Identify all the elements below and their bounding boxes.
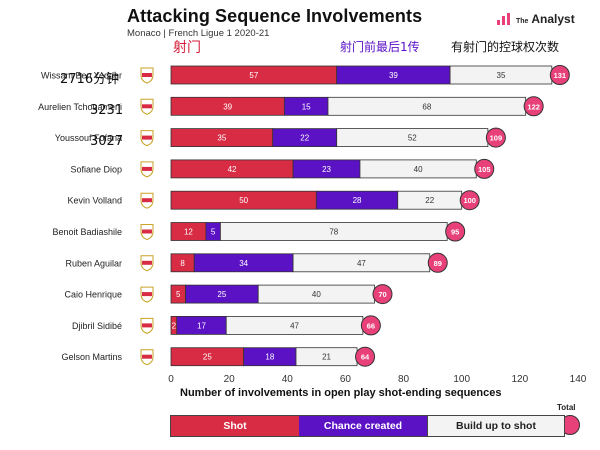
chart-title: Attacking Sequence Involvements	[127, 6, 423, 26]
player-name-label: Kevin Volland	[67, 196, 122, 206]
brand-the: The	[516, 18, 529, 25]
bar-value-label: 47	[357, 259, 366, 268]
bar-value-label: 68	[422, 102, 431, 111]
player-name-label: Ruben Aguilar	[65, 258, 122, 268]
club-crest-stripe	[142, 229, 152, 234]
total-value-label: 89	[434, 259, 442, 268]
player-name-label: Sofiane Diop	[70, 164, 122, 174]
bar-value-label: 25	[203, 353, 212, 362]
club-crest-stripe	[142, 104, 152, 109]
bar-value-label: 21	[322, 353, 331, 362]
bar-value-label: 17	[197, 321, 206, 330]
total-circle	[427, 252, 448, 273]
bar-value-label: 47	[290, 321, 299, 330]
total-value-label: 122	[527, 102, 540, 111]
bar-value-label: 25	[217, 290, 226, 299]
chart-subtitle: Monaco | French Ligue 1 2020-21	[127, 28, 270, 39]
bar-value-label: 57	[249, 71, 258, 80]
legend-shot: Shot	[171, 416, 299, 436]
annotation-shot: 射门	[173, 40, 201, 56]
x-tick-label: 80	[398, 374, 410, 385]
total-circle	[459, 190, 480, 211]
total-value-label: 95	[451, 228, 459, 237]
annotation-total: 有射门的控球权次数	[451, 40, 560, 54]
brand-logo: The Analyst	[496, 12, 575, 26]
club-crest-stripe	[142, 135, 152, 140]
club-crest-stripe	[142, 292, 152, 297]
total-value-label: 109	[490, 134, 503, 143]
bar-value-label: 8	[180, 259, 185, 268]
total-value-label: 66	[367, 321, 375, 330]
bar-value-label: 50	[239, 196, 248, 205]
total-circle	[523, 96, 544, 117]
bar-value-label: 40	[414, 165, 423, 174]
total-value-label: 70	[378, 290, 386, 299]
total-value-label: 64	[361, 353, 370, 362]
bar-value-label: 35	[217, 134, 226, 143]
club-crest-stripe	[142, 354, 152, 359]
bar-value-label: 78	[329, 228, 338, 237]
club-crest-stripe	[142, 73, 152, 77]
player-name-label: Gelson Martins	[61, 352, 122, 362]
x-tick-label: 0	[168, 374, 174, 385]
annotation-minutes-3: 3027	[90, 134, 124, 149]
bar-value-label: 52	[408, 134, 417, 143]
club-crest-stripe	[142, 198, 152, 203]
bar-value-label: 39	[223, 102, 232, 111]
club-crest-stripe	[142, 260, 152, 265]
bar-value-label: 2	[172, 321, 177, 330]
total-value-label: 105	[478, 165, 491, 174]
bar-value-label: 12	[184, 228, 193, 237]
legend-total-label: Total	[557, 403, 576, 412]
bar-value-label: 22	[425, 196, 434, 205]
legend-build-up: Build up to shot	[427, 416, 564, 436]
annotation-minutes-2: 3231	[90, 103, 124, 118]
player-name-label: Youssouf Fofana	[55, 133, 122, 143]
x-tick-label: 100	[453, 374, 470, 385]
x-axis-label: Number of involvements in open play shot…	[180, 387, 502, 399]
x-tick-label: 60	[340, 374, 352, 385]
bar-value-label: 23	[322, 165, 331, 174]
bar-value-label: 35	[497, 71, 506, 80]
player-name-label: Wissam Ben Yedder	[41, 71, 122, 81]
brand-analyst: Analyst	[531, 12, 575, 26]
total-circle	[445, 221, 466, 242]
total-circle	[549, 65, 570, 85]
club-crest-stripe	[142, 166, 152, 171]
annotation-chance: 射门前最后1传	[340, 40, 420, 54]
bar-value-label: 18	[265, 353, 274, 362]
player-name-label: Caio Henrique	[64, 290, 122, 300]
player-name-label: Aurelien Tchouameni	[38, 102, 122, 112]
total-circle	[355, 346, 376, 367]
bar-value-label: 15	[302, 102, 311, 111]
legend-chance-created: Chance created	[299, 416, 427, 436]
total-circle	[474, 158, 495, 179]
bar-value-label: 5	[176, 290, 181, 299]
total-value-label: 131	[554, 71, 567, 80]
player-name-label: Djibril Sidibé	[72, 321, 122, 331]
bar-value-label: 39	[389, 71, 398, 80]
annotation-minutes-1: 2716分钟	[60, 72, 120, 87]
bar-value-label: 42	[228, 165, 237, 174]
bar-value-label: 34	[239, 259, 248, 268]
total-circle	[360, 315, 381, 336]
analyst-logo-icon	[497, 13, 510, 25]
legend: Shot Chance created Build up to shot	[170, 415, 565, 437]
bar-value-label: 40	[312, 290, 321, 299]
stacked-bar-chart: 0 20 40 60 80 100 120 140 Wissam Ben Yedder 57 39 3…	[38, 65, 587, 385]
x-tick-label: 20	[224, 374, 236, 385]
total-value-label: 100	[463, 196, 476, 205]
brand-name: The Analyst	[516, 12, 575, 26]
bar-value-label: 22	[300, 134, 309, 143]
bar-value-label: 28	[353, 196, 362, 205]
x-tick-label: 140	[570, 374, 587, 385]
player-name-label: Benoit Badiashile	[52, 227, 122, 237]
total-circle	[372, 284, 393, 305]
x-tick-label: 120	[512, 374, 529, 385]
x-tick-label: 40	[282, 374, 294, 385]
bar-value-label: 5	[211, 228, 216, 237]
club-crest-stripe	[142, 323, 152, 328]
total-circle	[485, 127, 506, 148]
